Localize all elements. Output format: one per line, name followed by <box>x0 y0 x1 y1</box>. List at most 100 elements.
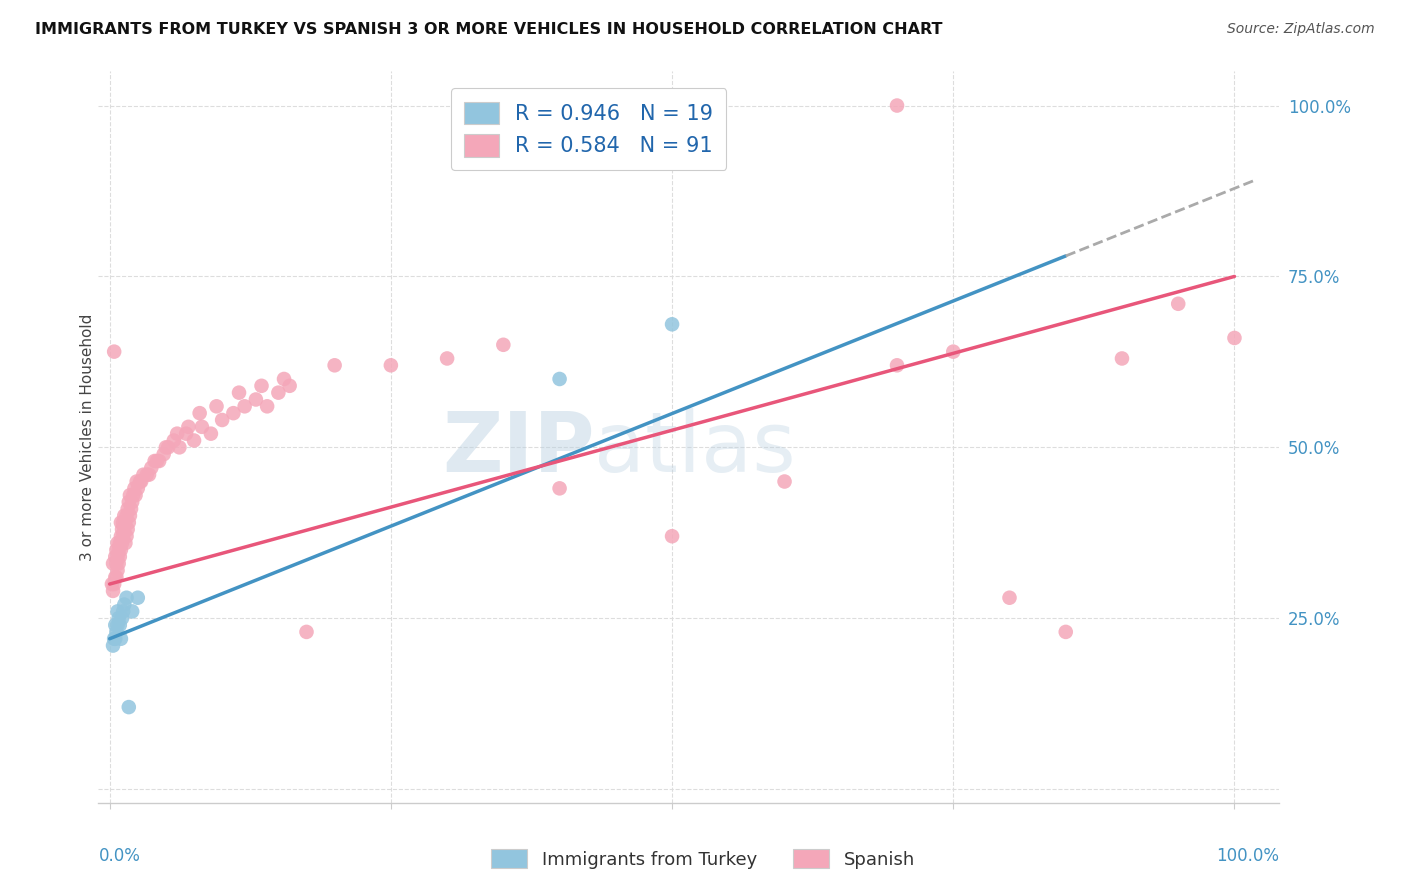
Point <box>141 460 163 475</box>
Point <box>129 475 152 489</box>
Point <box>105 624 128 639</box>
Point <box>118 495 141 509</box>
Point <box>228 385 250 400</box>
Point <box>118 700 141 714</box>
Point <box>157 440 180 454</box>
Point <box>188 406 211 420</box>
Point <box>127 591 149 605</box>
Point <box>942 344 965 359</box>
Point <box>107 563 129 577</box>
Point <box>104 570 127 584</box>
Point <box>191 420 214 434</box>
Point <box>105 557 128 571</box>
Point <box>108 618 131 632</box>
Point <box>115 591 138 605</box>
Point <box>112 508 135 523</box>
Point <box>107 549 129 564</box>
Point <box>103 344 125 359</box>
Point <box>111 522 134 536</box>
Point <box>295 624 318 639</box>
Point <box>101 577 124 591</box>
Point <box>105 542 128 557</box>
Point <box>101 583 124 598</box>
Point <box>114 536 136 550</box>
Point <box>110 542 132 557</box>
Point <box>121 604 143 618</box>
Point <box>998 591 1021 605</box>
Point <box>436 351 458 366</box>
Point <box>380 359 402 373</box>
Point <box>104 632 127 646</box>
Point <box>107 604 129 618</box>
Point <box>115 508 138 523</box>
Point <box>245 392 267 407</box>
Text: Source: ZipAtlas.com: Source: ZipAtlas.com <box>1227 22 1375 37</box>
Point <box>111 536 134 550</box>
Point <box>112 604 135 618</box>
Point <box>101 639 124 653</box>
Point <box>127 481 149 495</box>
Point <box>107 611 129 625</box>
Point <box>117 522 139 536</box>
Point <box>146 454 169 468</box>
Point <box>110 632 132 646</box>
Point <box>661 529 683 543</box>
Point <box>143 454 166 468</box>
Point <box>886 98 908 112</box>
Point <box>118 488 141 502</box>
Point <box>1167 297 1189 311</box>
Point <box>183 434 205 448</box>
Point <box>323 359 346 373</box>
Point <box>267 385 290 400</box>
Point <box>138 467 160 482</box>
Point <box>112 522 135 536</box>
Point <box>1223 331 1246 345</box>
Y-axis label: 3 or more Vehicles in Household: 3 or more Vehicles in Household <box>80 313 94 561</box>
Point <box>124 488 146 502</box>
Point <box>148 454 170 468</box>
Point <box>110 529 132 543</box>
Point <box>155 440 177 454</box>
Point <box>101 557 124 571</box>
Point <box>135 467 157 482</box>
Point <box>250 379 273 393</box>
Text: 100.0%: 100.0% <box>1216 847 1279 864</box>
Point <box>107 618 129 632</box>
Point <box>107 557 129 571</box>
Point <box>886 359 908 373</box>
Point <box>110 516 132 530</box>
Legend: Immigrants from Turkey, Spanish: Immigrants from Turkey, Spanish <box>484 842 922 876</box>
Point <box>222 406 245 420</box>
Point <box>1054 624 1077 639</box>
Text: ZIP: ZIP <box>441 408 595 489</box>
Point <box>120 501 142 516</box>
Point <box>118 508 141 523</box>
Point <box>548 372 571 386</box>
Point <box>661 318 683 332</box>
Point <box>174 426 197 441</box>
Point <box>492 338 515 352</box>
Point <box>108 549 131 564</box>
Point <box>205 400 228 414</box>
Point <box>112 516 135 530</box>
Point <box>122 488 145 502</box>
Point <box>114 516 136 530</box>
Point <box>273 372 295 386</box>
Point <box>169 440 191 454</box>
Point <box>117 501 139 516</box>
Point <box>177 420 200 434</box>
Point <box>121 495 143 509</box>
Point <box>132 467 155 482</box>
Point <box>112 529 135 543</box>
Point <box>104 549 127 564</box>
Point <box>256 400 278 414</box>
Point <box>107 542 129 557</box>
Point <box>200 426 222 441</box>
Text: atlas: atlas <box>595 408 796 489</box>
Point <box>548 481 571 495</box>
Point <box>107 536 129 550</box>
Point <box>118 516 141 530</box>
Point <box>111 611 134 625</box>
Point <box>163 434 186 448</box>
Point <box>108 536 131 550</box>
